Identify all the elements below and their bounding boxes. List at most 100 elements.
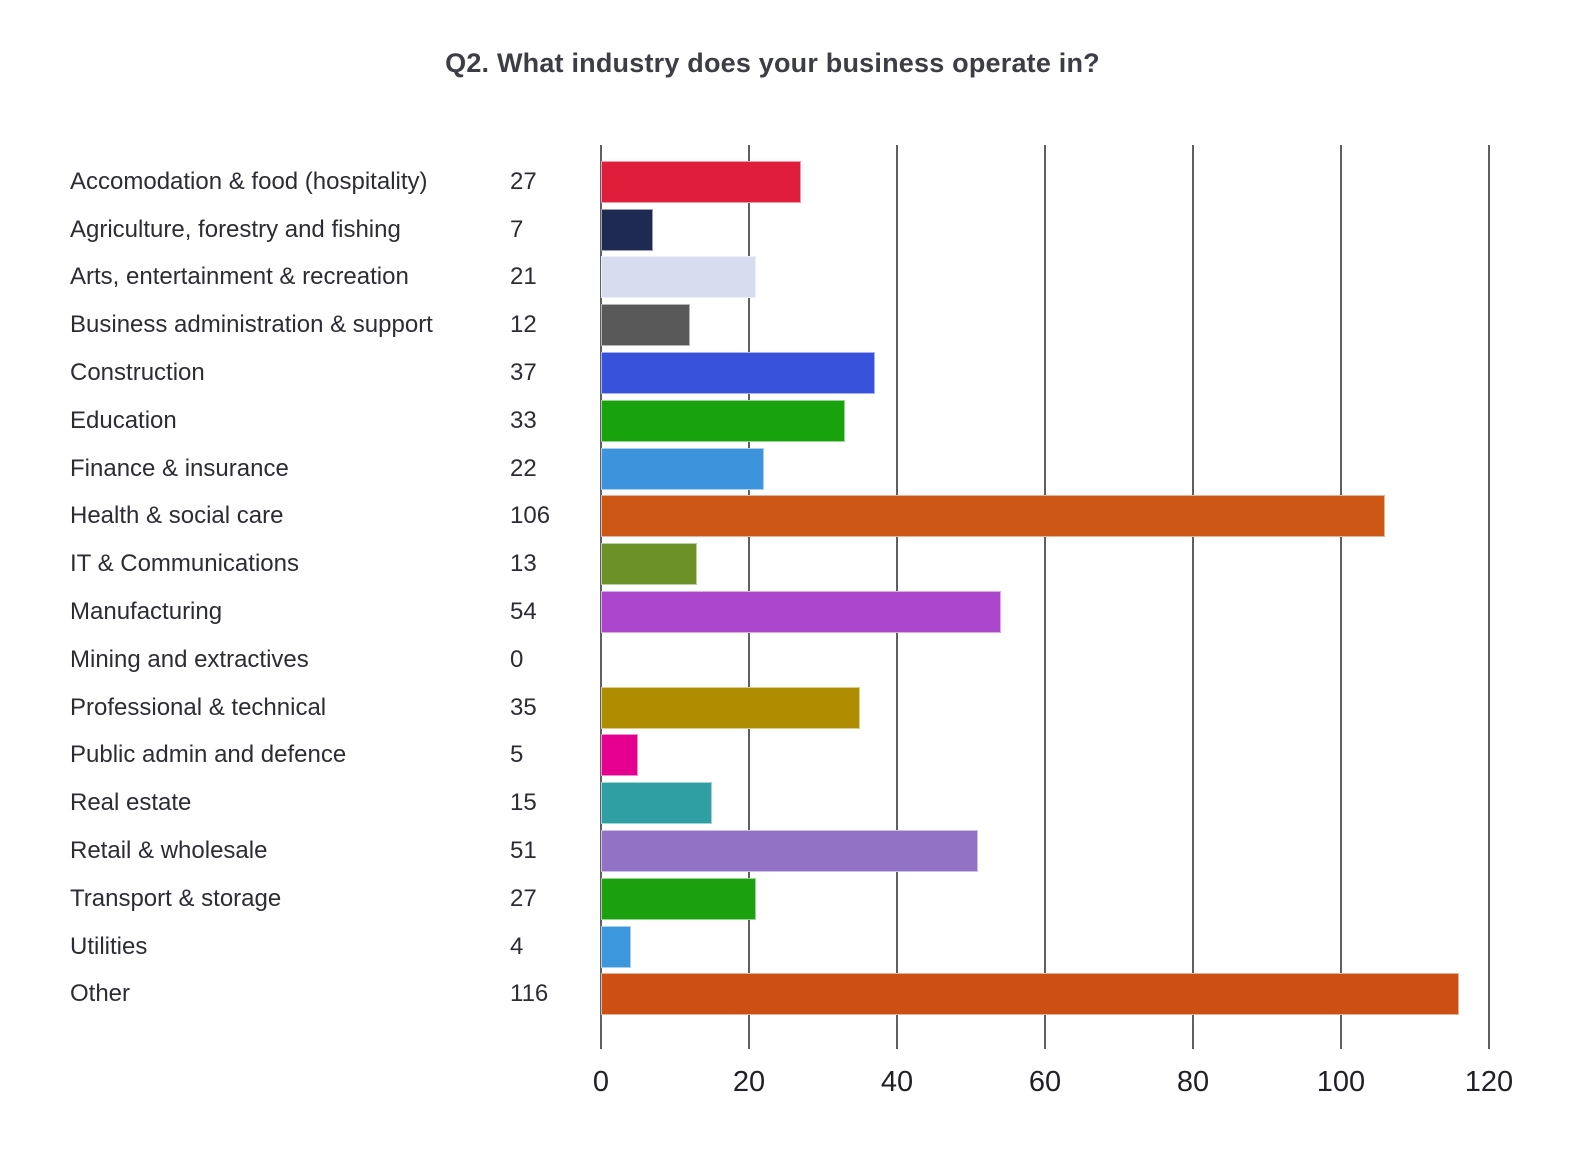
bar	[601, 399, 846, 442]
chart-row: Construction 37	[0, 349, 1577, 397]
chart-row: Finance & insurance 22	[0, 445, 1577, 493]
bar-track	[601, 301, 1489, 349]
category-label: Health & social care	[70, 502, 284, 530]
bar-track	[601, 397, 1489, 445]
value-label: 27	[510, 167, 537, 195]
bar	[601, 543, 698, 586]
bar-track	[601, 349, 1489, 397]
value-label: 0	[510, 645, 524, 673]
category-label: Public admin and defence	[70, 741, 347, 769]
x-tick-label: 100	[1316, 1066, 1366, 1098]
value-label: 13	[510, 550, 537, 578]
bar-track	[601, 779, 1489, 827]
bar	[601, 495, 1386, 538]
chart-row: Public admin and defence 5	[0, 732, 1577, 780]
value-label: 27	[510, 884, 537, 912]
value-label: 33	[510, 406, 537, 434]
chart-row: Health & social care 106	[0, 493, 1577, 541]
gridline-80	[1191, 145, 1194, 1049]
category-label: Professional & technical	[70, 693, 327, 721]
bar	[601, 925, 631, 968]
bar	[601, 160, 801, 203]
chart-row: Accomodation & food (hospitality) 27	[0, 158, 1577, 206]
chart-row: Education 33	[0, 397, 1577, 445]
bar	[601, 304, 690, 347]
value-label: 116	[510, 980, 549, 1008]
category-label: Business administration & support	[70, 311, 433, 339]
category-label: Construction	[70, 359, 205, 387]
chart-title: Q2. What industry does your business ope…	[445, 48, 1100, 78]
bar	[601, 352, 875, 395]
value-label: 22	[510, 454, 537, 482]
category-label: Accomodation & food (hospitality)	[70, 167, 428, 195]
chart-row: Other 116	[0, 971, 1577, 1019]
value-label: 54	[510, 598, 537, 626]
x-tick-label: 80	[1176, 1066, 1210, 1098]
bar	[601, 782, 712, 825]
gridline-60	[1044, 145, 1046, 1049]
chart-row: Retail & wholesale 51	[0, 827, 1577, 875]
bar-track	[601, 445, 1489, 493]
bar	[601, 256, 757, 299]
bar	[601, 591, 1001, 634]
x-tick-label: 120	[1464, 1066, 1514, 1098]
category-label: Transport & storage	[70, 884, 282, 912]
bar	[601, 734, 638, 777]
bar-track	[601, 540, 1489, 588]
bar-track	[601, 923, 1489, 971]
category-label: Retail & wholesale	[70, 837, 268, 865]
chart-row: Professional & technical 35	[0, 684, 1577, 732]
chart-row: Mining and extractives 0	[0, 636, 1577, 684]
bar-chart-rows: Accomodation & food (hospitality) 27 Agric…	[0, 158, 1577, 1018]
value-label: 7	[510, 215, 524, 243]
bar	[601, 830, 979, 873]
category-label: Other	[70, 980, 131, 1008]
value-label: 15	[510, 789, 537, 817]
bar-track	[601, 636, 1489, 684]
bar-track	[601, 493, 1489, 541]
category-label: Utilities	[70, 932, 148, 960]
bar	[601, 973, 1460, 1016]
chart-row: Transport & storage 27	[0, 875, 1577, 923]
value-label: 51	[510, 837, 537, 865]
bar-track	[601, 971, 1489, 1019]
gridline-100	[1340, 145, 1342, 1049]
bar	[601, 877, 757, 920]
bar-track	[601, 875, 1489, 923]
value-label: 4	[510, 932, 524, 960]
x-tick-label: 20	[732, 1066, 766, 1098]
value-label: 12	[510, 311, 537, 339]
chart-row: Agriculture, forestry and fishing 7	[0, 206, 1577, 254]
chart-row: Real estate 15	[0, 779, 1577, 827]
bar-track	[601, 588, 1489, 636]
chart-row: IT & Communications 13	[0, 540, 1577, 588]
bar	[601, 447, 764, 490]
category-label: Education	[70, 406, 177, 434]
x-tick-label: 0	[592, 1066, 610, 1098]
category-label: Arts, entertainment & recreation	[70, 263, 409, 291]
x-axis: 0 20 40 60 80 100 120	[593, 1066, 1513, 1110]
x-tick-label: 40	[880, 1066, 914, 1098]
x-tick-label: 60	[1028, 1066, 1062, 1098]
category-label: Mining and extractives	[70, 645, 309, 673]
bar-track	[601, 254, 1489, 302]
gridline-120	[1488, 145, 1490, 1049]
bar-track	[601, 684, 1489, 732]
chart-row: Business administration & support 12	[0, 301, 1577, 349]
value-label: 21	[510, 263, 537, 291]
bar-track	[601, 158, 1489, 206]
category-label: Agriculture, forestry and fishing	[70, 215, 401, 243]
bar-track	[601, 206, 1489, 254]
category-label: Real estate	[70, 789, 192, 817]
bar-track	[601, 827, 1489, 875]
value-label: 37	[510, 359, 537, 387]
category-label: IT & Communications	[70, 550, 299, 578]
bar-track	[601, 732, 1489, 780]
value-label: 35	[510, 693, 537, 721]
bar	[601, 686, 860, 729]
value-label: 5	[510, 741, 524, 769]
chart-row: Manufacturing 54	[0, 588, 1577, 636]
category-label: Finance & insurance	[70, 454, 289, 482]
chart-row: Arts, entertainment & recreation 21	[0, 254, 1577, 302]
